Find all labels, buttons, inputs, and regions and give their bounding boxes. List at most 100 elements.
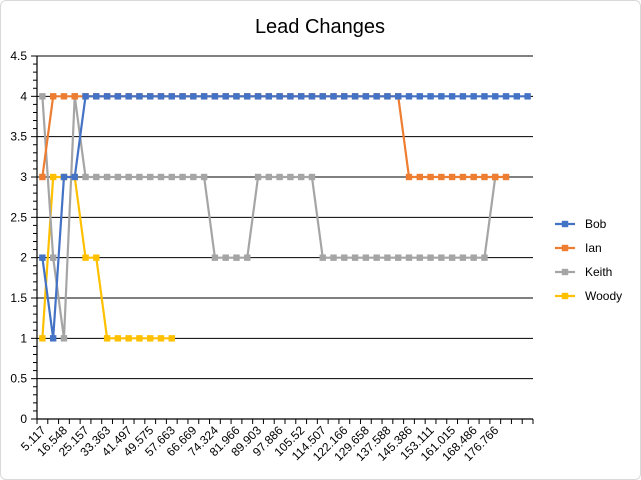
data-point-ian [60,93,68,100]
data-point-woody [147,335,154,342]
data-point-keith [416,254,423,261]
data-point-bob [448,93,456,100]
data-point-bob [125,93,132,100]
data-point-keith [448,254,456,261]
data-point-keith [384,254,391,261]
data-point-keith [362,254,370,261]
data-point-keith [438,254,445,261]
data-point-bob [416,93,423,100]
data-point-bob [481,93,488,100]
data-point-bob [179,93,186,100]
y-tick-label: 3.5 [10,130,27,144]
data-point-bob [60,173,68,181]
data-point-keith [211,254,219,261]
data-point-keith [308,173,316,181]
data-point-bob [308,93,316,100]
data-point-ian [502,173,510,181]
data-point-bob [114,93,122,100]
plot-area [39,93,531,342]
data-point-keith [244,254,251,261]
data-point-bob [287,93,294,100]
data-point-keith [427,254,434,261]
data-point-woody [125,335,132,342]
data-point-woody [136,335,143,342]
data-point-keith [39,93,46,100]
data-point-keith [125,173,132,181]
data-point-keith [82,173,89,181]
data-point-keith [49,254,57,261]
data-point-bob [93,93,100,100]
data-point-bob [351,93,359,100]
data-point-keith [265,173,273,181]
data-point-bob [362,93,370,100]
y-tick-label: 4.5 [10,49,27,63]
data-point-keith [470,254,477,261]
data-point-bob [459,93,467,100]
data-point-keith [287,173,294,181]
data-point-ian [405,173,413,181]
data-point-bob [341,93,348,100]
legend-marker-woody [561,292,569,300]
data-point-bob [427,93,434,100]
data-point-keith [233,254,240,261]
data-point-keith [136,173,143,181]
data-point-keith [481,254,488,261]
data-point-woody [168,335,175,342]
data-point-woody [114,335,122,342]
data-point-bob [244,93,251,100]
y-tick-label: 1.5 [10,291,27,305]
data-point-keith [147,173,154,181]
y-tick-label: 0.5 [10,372,27,386]
data-point-ian [49,93,57,100]
data-point-keith [341,254,348,261]
data-point-keith [93,173,100,181]
data-point-ian [470,173,477,181]
data-point-keith [103,173,111,181]
data-point-bob [265,93,273,100]
data-point-bob [103,93,111,100]
legend-label-ian: Ian [585,241,602,255]
data-point-bob [330,93,337,100]
data-point-bob [233,93,240,100]
data-point-keith [330,254,337,261]
data-point-keith [168,173,175,181]
data-point-keith [200,173,208,181]
legend-marker-ian [561,244,569,252]
data-point-keith [254,173,262,181]
data-point-ian [492,173,499,181]
data-point-bob [438,93,445,100]
data-point-keith [114,173,122,181]
data-point-woody [82,254,89,261]
data-point-keith [179,173,186,181]
y-tick-label: 0 [20,412,27,426]
data-point-keith [276,173,283,181]
legend-label-keith: Keith [585,265,612,279]
data-point-bob [71,173,78,181]
data-point-bob [513,93,521,100]
data-point-bob [524,93,531,100]
data-point-ian [448,173,456,181]
data-point-ian [481,173,488,181]
data-point-bob [319,93,326,100]
data-point-bob [39,254,46,261]
data-point-bob [82,93,89,100]
data-point-bob [49,335,57,342]
data-point-keith [351,254,359,261]
data-point-ian [416,173,423,181]
data-point-ian [438,173,445,181]
data-point-bob [157,93,165,100]
data-point-bob [254,93,262,100]
data-point-woody [49,173,57,181]
data-point-bob [276,93,283,100]
data-point-bob [136,93,143,100]
legend-label-bob: Bob [585,217,607,231]
data-point-bob [190,93,197,100]
data-point-keith [459,254,467,261]
data-point-keith [297,173,305,181]
data-point-keith [405,254,413,261]
data-point-keith [157,173,165,181]
legend-marker-keith [561,268,569,276]
data-point-bob [200,93,208,100]
data-point-keith [373,254,380,261]
